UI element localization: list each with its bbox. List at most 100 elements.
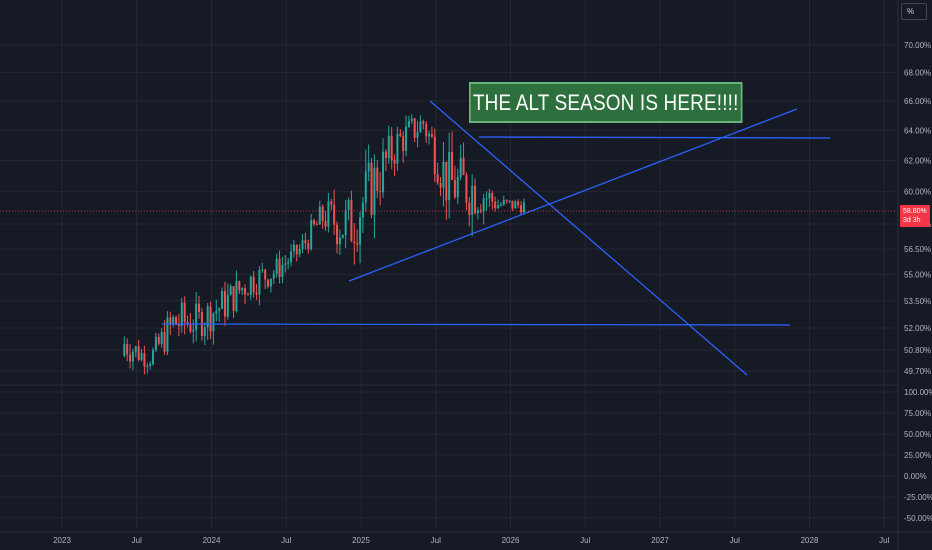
candle-body	[361, 202, 364, 218]
candle-body	[226, 294, 229, 317]
candle-body	[295, 244, 298, 255]
candle-body	[485, 198, 488, 200]
price-axis-label: 60.00%	[904, 188, 931, 197]
candle-body	[439, 183, 442, 188]
candle-body	[218, 308, 221, 312]
candle-body	[402, 136, 405, 151]
time-axis-label: 2023	[53, 536, 71, 545]
candle-body	[149, 364, 152, 366]
candle-body	[163, 332, 166, 352]
candle-body	[131, 351, 134, 362]
candle-body	[134, 346, 137, 352]
candle-body	[382, 151, 385, 193]
candle-body	[315, 224, 318, 226]
candle-body	[399, 133, 402, 137]
candle-body	[370, 162, 373, 215]
last-price-value: 58.80%	[903, 208, 927, 215]
candle-body	[146, 365, 149, 367]
candle-body	[422, 121, 425, 125]
sub-axis-label: 0.00%	[904, 472, 927, 481]
percent-scale-button[interactable]: %	[901, 3, 927, 20]
candle-body	[353, 241, 356, 243]
candle-body	[166, 317, 169, 352]
candle-body	[428, 133, 431, 137]
time-axis-label: Jul	[879, 536, 889, 545]
candle-body	[298, 248, 301, 255]
candle-body	[281, 264, 284, 278]
candle-body	[338, 237, 341, 245]
candle-body	[307, 243, 310, 250]
candle-body	[223, 290, 226, 317]
candle-body	[244, 288, 247, 295]
time-axis-label: Jul	[730, 536, 740, 545]
candle-body	[413, 118, 416, 138]
candle-body	[258, 269, 261, 295]
candle-body	[195, 303, 198, 330]
price-axis-label: 49.70%	[904, 367, 931, 376]
time-axis-label: 2024	[203, 536, 221, 545]
candle-body	[517, 201, 520, 206]
candle-body	[157, 336, 160, 344]
trendline	[429, 100, 748, 376]
candle-body	[359, 217, 362, 245]
candle-body	[304, 240, 307, 244]
price-axis-label: 52.00%	[904, 324, 931, 333]
price-axis-label: 53.50%	[904, 297, 931, 306]
candle-body	[290, 251, 293, 263]
time-axis-label: Jul	[431, 536, 441, 545]
candle-body	[284, 263, 287, 265]
candle-body	[367, 162, 370, 172]
candle-body	[384, 151, 387, 159]
price-axis-label: 64.00%	[904, 126, 931, 135]
candle-body	[508, 200, 511, 202]
candle-body	[471, 185, 474, 215]
trendline-drawings[interactable]	[161, 100, 831, 376]
candle-body	[241, 288, 244, 291]
candle-body	[264, 269, 267, 280]
candle-body	[180, 302, 183, 326]
candle-body	[425, 124, 428, 137]
candle-body	[350, 199, 353, 242]
time-axis-label: 2027	[651, 536, 669, 545]
candle-body	[255, 292, 258, 295]
candle-body	[364, 171, 367, 203]
candle-body	[186, 321, 189, 324]
candle-body	[229, 286, 232, 295]
candle-body	[393, 160, 396, 164]
candle-body	[379, 191, 382, 193]
time-axis-label: 2026	[502, 536, 520, 545]
candle-body	[198, 303, 201, 312]
candle-body	[189, 323, 192, 332]
candle-body	[261, 269, 264, 271]
candle-body	[465, 174, 468, 203]
candle-body	[183, 302, 186, 322]
price-axis-label: 66.00%	[904, 97, 931, 106]
candle-body	[129, 354, 132, 362]
candle-body	[301, 240, 304, 249]
candle-body	[451, 151, 454, 180]
sub-axis-label: -25.00%	[904, 493, 932, 502]
candle-body	[344, 210, 347, 236]
candle-body	[347, 199, 350, 211]
candle-body	[491, 193, 494, 202]
candle-body	[419, 121, 422, 133]
candle-body	[275, 258, 278, 274]
candle-body	[448, 151, 451, 201]
candle-body	[433, 136, 436, 175]
annotation-banner[interactable]: THE ALT SEASON IS HERE!!!!	[469, 82, 743, 123]
candle-body	[221, 290, 224, 309]
candle-body	[373, 167, 376, 215]
candle-body	[430, 133, 433, 137]
candle-body	[505, 199, 508, 201]
candle-body	[324, 220, 327, 227]
candle-body	[203, 327, 206, 336]
candle-body	[376, 167, 379, 192]
sub-axis-label: 100.00%	[904, 388, 932, 397]
sub-axis-label: 75.00%	[904, 409, 931, 418]
candle-body	[172, 317, 175, 324]
candle-body	[143, 353, 146, 367]
candle-body	[327, 201, 330, 227]
